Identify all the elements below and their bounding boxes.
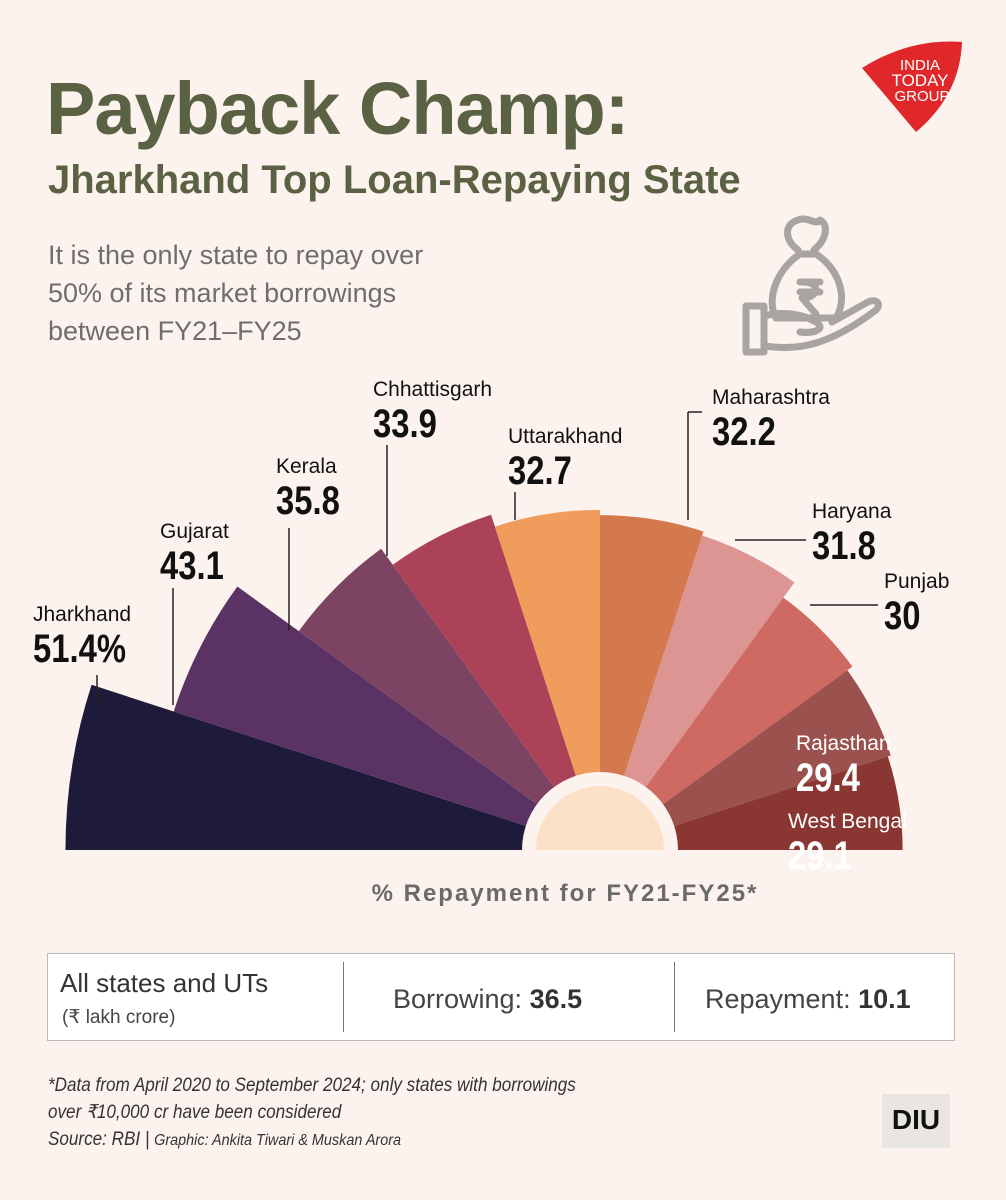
summary-unit: (₹ lakh crore) [62,1007,176,1028]
credit: Graphic: Ankita Tiwari & Muskan Arora [154,1132,402,1149]
svg-text:INDIA: INDIA [900,57,940,74]
value-label: 30 [884,594,921,638]
value-label: 32.2 [712,410,776,454]
divider [343,962,344,1032]
source: Source: RBI [48,1129,141,1150]
wedge-maharashtra [600,515,704,850]
value-label: 29.1 [788,834,852,878]
svg-text:TODAY: TODAY [892,71,949,90]
description-line: It is the only state to repay over [48,240,424,270]
borrowing-stat: Borrowing: 36.5 [393,984,582,1015]
footnote-line: *Data from April 2020 to September 2024;… [48,1075,576,1096]
category-label: Gujarat [160,520,229,543]
borrowing-value: 36.5 [529,984,583,1014]
value-label: 51.4% [33,627,127,671]
axis-label: % Repayment for FY21-FY25* [371,880,759,907]
india-today-group-logo: INDIA TODAY GROUP [862,41,962,132]
source-line: Source: RBI | Graphic: Ankita Tiwari & M… [48,1129,402,1150]
repayment-label: Repayment: [705,984,851,1014]
value-label: 29.4 [796,756,860,800]
wedge-haryana [600,535,795,850]
category-label: Chhattisgarh [373,378,493,401]
category-label: Kerala [276,455,337,478]
wedge-west-bengal [600,756,903,850]
footnote-line: over ₹10,000 cr have been considered [48,1102,342,1123]
page-subtitle: Jharkhand Top Loan-Repaying State [48,158,741,202]
wedge-rajasthan [600,670,891,850]
value-label: 35.8 [276,479,340,523]
description-line: between FY21–FY25 [48,316,302,346]
category-label: Punjab [884,570,950,593]
category-label: Jharkhand [33,603,132,626]
value-label: 31.8 [812,524,876,568]
page-title: Payback Champ: [46,67,629,150]
summary-label: All states and UTs [60,968,269,998]
wedge-gujarat [173,586,600,850]
description: It is the only state to repay over 50% o… [48,236,568,350]
value-label: 43.1 [160,544,224,588]
description-line: 50% of its market borrowings [48,278,397,308]
value-label: 32.7 [508,449,572,493]
wedge-jharkhand [65,684,600,850]
wedge-kerala [298,548,600,850]
value-label: 33.9 [373,402,437,446]
wedge-punjab [600,597,853,850]
summary-box: All states and UTs (₹ lakh crore) Borrow… [47,953,955,1041]
wedge-chhattisgarh [392,514,600,850]
svg-text:GROUP: GROUP [894,88,949,105]
money-bag-rupee-in-hand-icon [742,215,882,356]
category-label: Rajasthan [796,732,891,755]
center-circle [536,786,664,850]
category-label: Uttarakhand [508,425,623,448]
category-label: Haryana [812,500,892,523]
category-label: West Bengal [788,810,907,833]
category-label: Maharashtra [712,386,830,409]
footnote: *Data from April 2020 to September 2024;… [48,1072,576,1154]
diu-logo: DIU [882,1094,950,1148]
divider [674,962,675,1032]
repayment-value: 10.1 [858,984,911,1014]
diu-logo-text: DIU [891,1104,941,1135]
borrowing-label: Borrowing: [393,984,523,1014]
repayment-stat: Repayment: 10.1 [705,984,911,1015]
wedge-uttarakhand [494,509,600,850]
